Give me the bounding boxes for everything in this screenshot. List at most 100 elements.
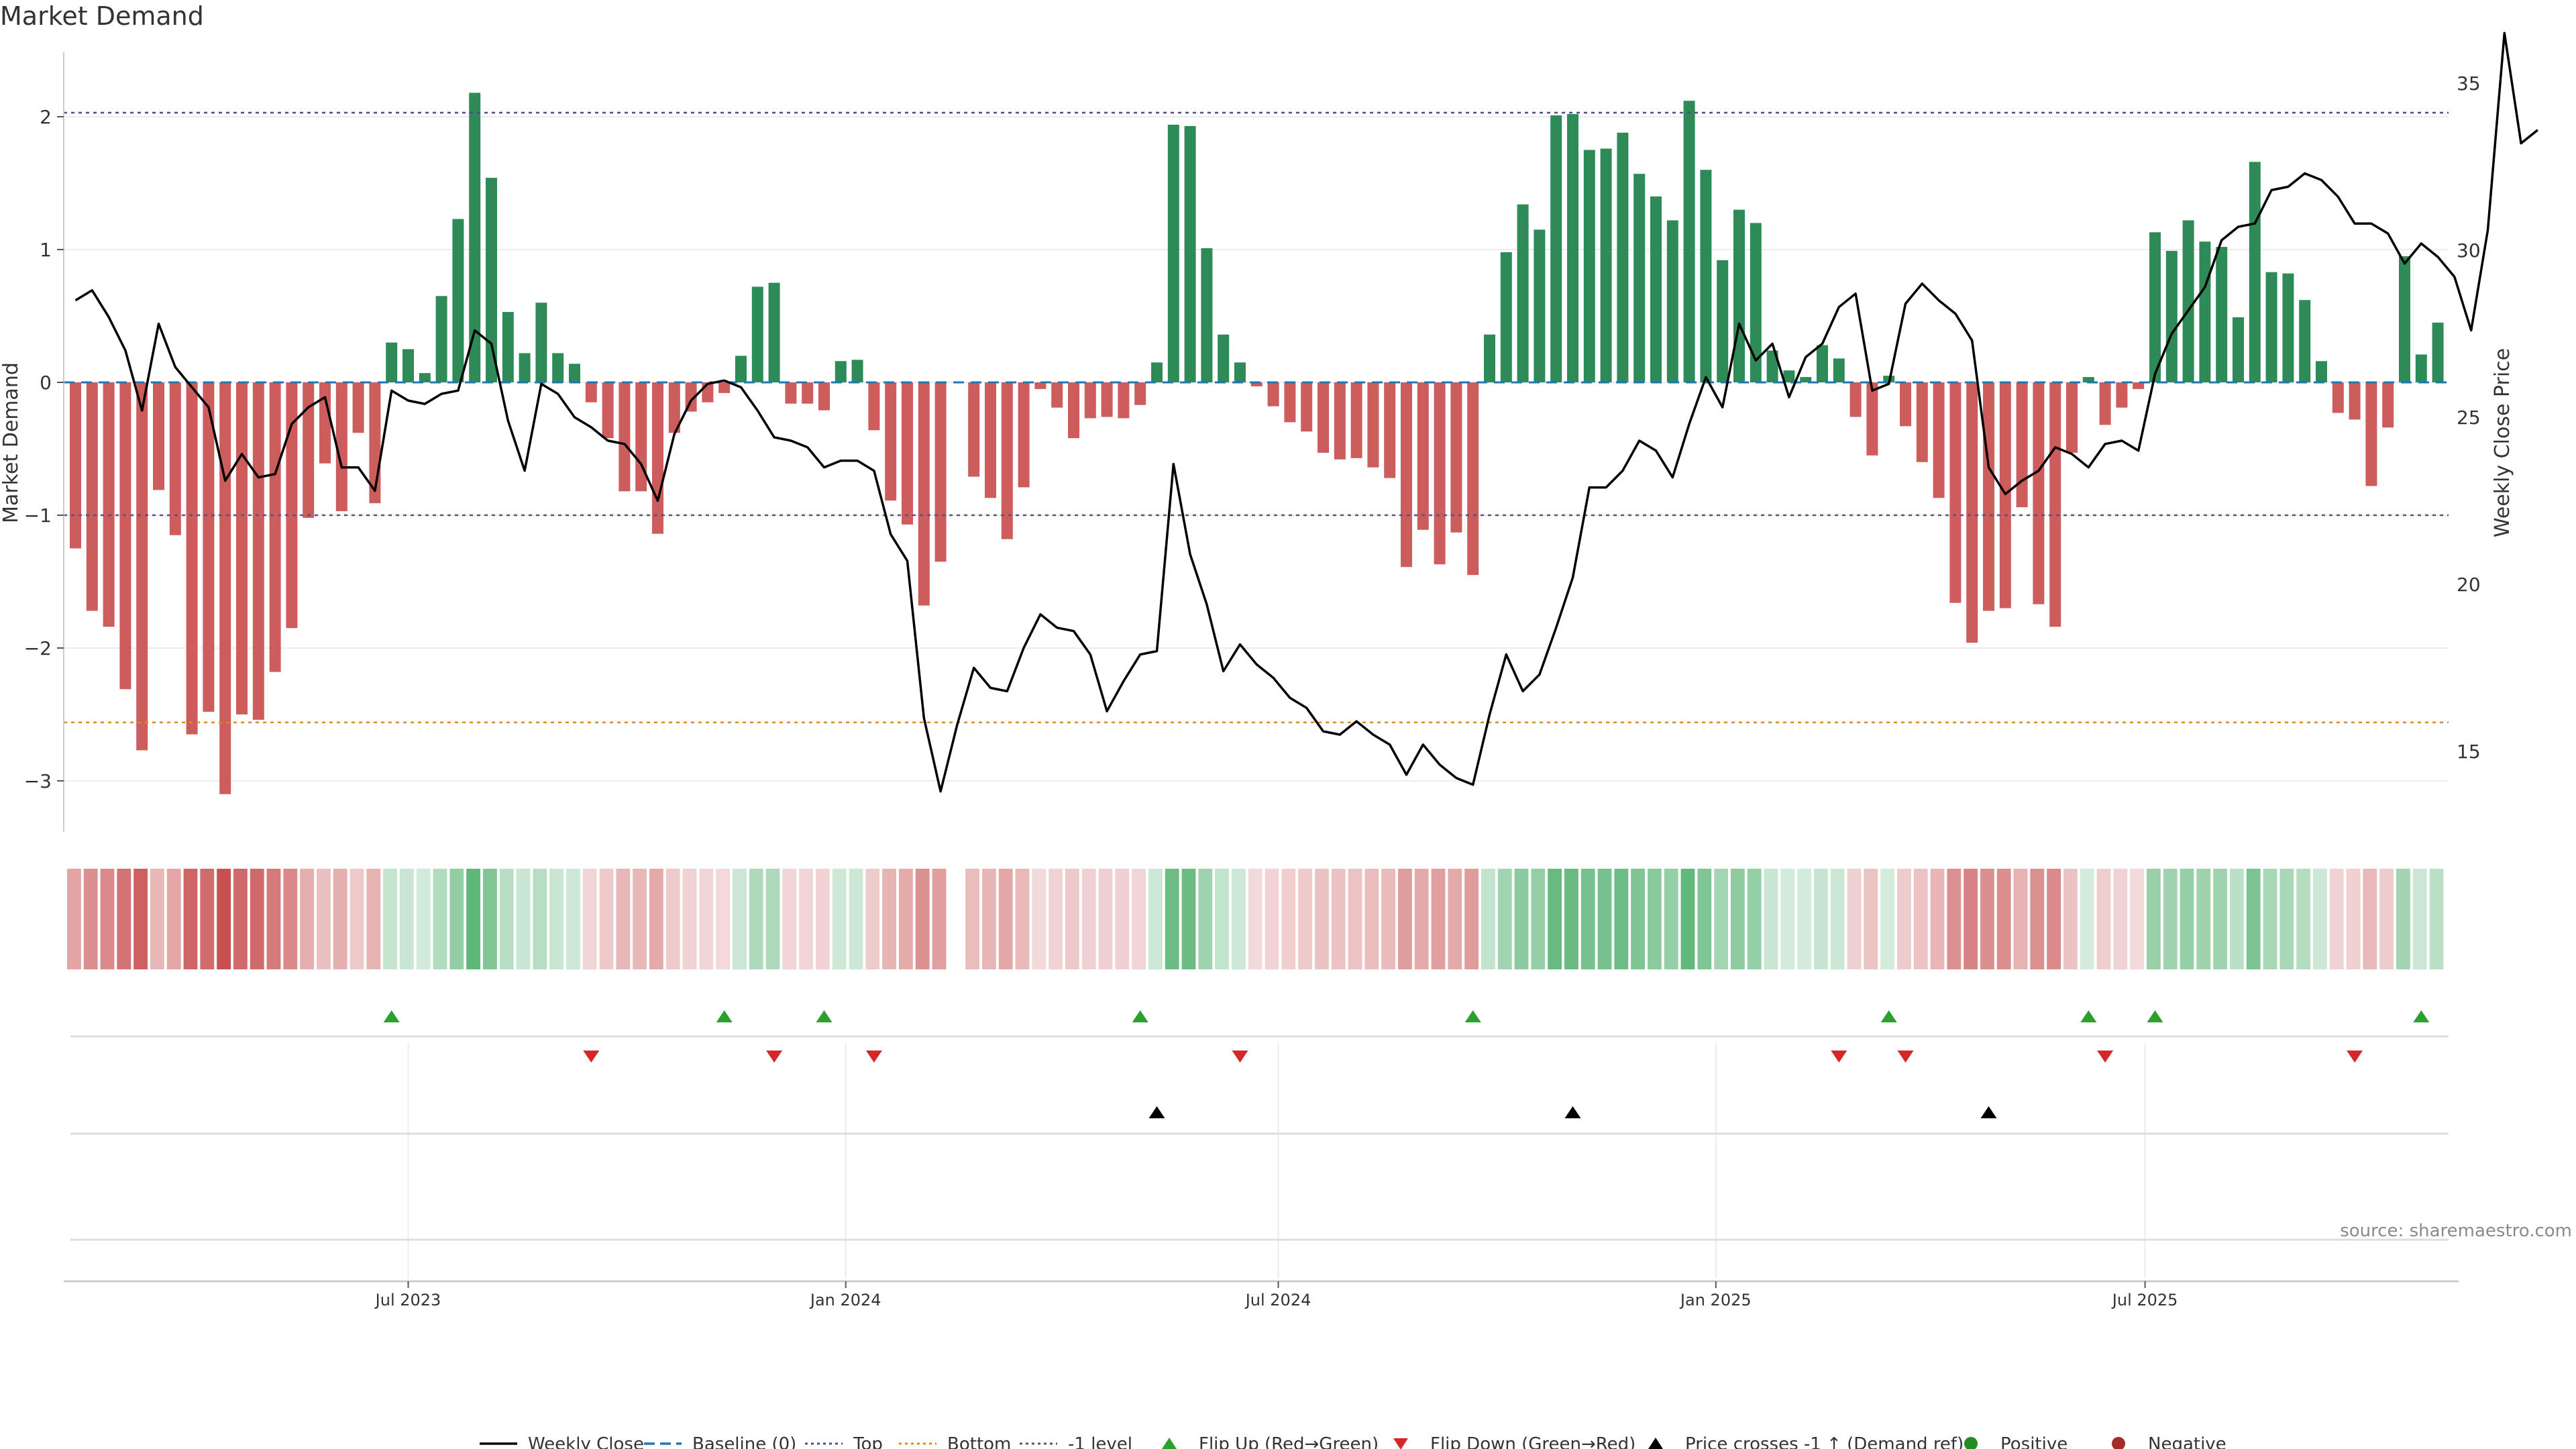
heat-strip-cell bbox=[549, 869, 564, 969]
heat-strip-cell bbox=[699, 869, 714, 969]
heat-strip-cell bbox=[2163, 869, 2178, 969]
demand-bar bbox=[1350, 382, 1362, 458]
flip-down-marker bbox=[1831, 1051, 1847, 1063]
heat-strip-cell bbox=[1448, 869, 1462, 969]
heat-strip-cell bbox=[899, 869, 913, 969]
demand-bar bbox=[2265, 272, 2277, 382]
heat-strip-cell bbox=[150, 869, 164, 969]
heat-strip-cell bbox=[1065, 869, 1079, 969]
demand-bar bbox=[303, 382, 315, 518]
demand-bar bbox=[602, 382, 614, 439]
heat-strip-cell bbox=[2147, 869, 2161, 969]
demand-bar bbox=[1434, 382, 1446, 565]
heat-strip-cell bbox=[333, 869, 347, 969]
heat-strip-cell bbox=[217, 869, 231, 969]
heat-strip-cell bbox=[1864, 869, 1878, 969]
demand-bar bbox=[1250, 382, 1263, 386]
heat-strip-cell bbox=[1664, 869, 1678, 969]
demand-bar bbox=[1068, 382, 1079, 439]
y-tick-label: 2 bbox=[40, 106, 52, 128]
flip-up-marker bbox=[383, 1010, 400, 1022]
y2-tick-label: 30 bbox=[2457, 239, 2481, 262]
heat-strip-cell bbox=[665, 869, 680, 969]
flip-up-marker bbox=[1880, 1010, 1897, 1022]
demand-bar bbox=[1467, 382, 1479, 576]
demand-bar bbox=[751, 286, 763, 382]
demand-bar bbox=[1750, 223, 1762, 382]
legend-item: Negative bbox=[2112, 1434, 2226, 1449]
legend-item: -1 level bbox=[1020, 1434, 1132, 1449]
demand-bar bbox=[1700, 170, 1712, 382]
heat-strip-cell bbox=[765, 869, 780, 969]
demand-bar bbox=[2332, 382, 2344, 413]
heat-strip-cell bbox=[1215, 869, 1229, 969]
heat-strip-cell bbox=[2196, 869, 2211, 969]
legend-label: Flip Up (Red→Green) bbox=[1199, 1434, 1379, 1449]
demand-bar bbox=[1717, 260, 1729, 382]
demand-bar bbox=[2049, 382, 2061, 627]
demand-bar bbox=[419, 373, 431, 382]
heat-strip-cell bbox=[733, 869, 747, 969]
heat-strip-cell bbox=[1747, 869, 1762, 969]
demand-bar bbox=[70, 382, 81, 549]
heat-strip-cell bbox=[2379, 869, 2394, 969]
heat-strip-cell bbox=[965, 869, 979, 969]
demand-bar bbox=[486, 178, 497, 382]
legend-item: Price crosses -1 ↑ (Demand ref) bbox=[1648, 1434, 1964, 1449]
demand-bar bbox=[269, 382, 281, 672]
demand-bar bbox=[2249, 162, 2261, 382]
heat-strip-cell bbox=[1964, 869, 1978, 969]
demand-bar bbox=[1318, 382, 1329, 453]
demand-bar bbox=[2349, 382, 2361, 420]
legend-item: Weekly Close bbox=[480, 1434, 644, 1449]
heat-strip-cell bbox=[1398, 869, 1412, 969]
heat-strip-cell bbox=[1531, 869, 1546, 969]
heat-strip-cell bbox=[1265, 869, 1279, 969]
demand-bar bbox=[2149, 232, 2161, 382]
heat-strip-cell bbox=[1913, 869, 1928, 969]
demand-bar bbox=[1949, 382, 1962, 603]
heat-strip-cell bbox=[1181, 869, 1196, 969]
demand-bar bbox=[668, 382, 680, 433]
y-tick-label: −1 bbox=[24, 504, 52, 527]
demand-bar bbox=[469, 93, 481, 383]
heat-strip-cell bbox=[2429, 869, 2444, 969]
legend: Weekly Close Baseline (0) Top Bottom -1 leve… bbox=[480, 1434, 2226, 1449]
heat-strip-cell bbox=[2180, 869, 2194, 969]
heat-strip-cell bbox=[1614, 869, 1629, 969]
heat-strip-cell bbox=[1098, 869, 1113, 969]
heat-strip-cell bbox=[782, 869, 797, 969]
demand-bar bbox=[2066, 382, 2078, 453]
heat-strip-cell bbox=[1198, 869, 1213, 969]
heat-strip-cell bbox=[1830, 869, 1845, 969]
heat-strip-cell bbox=[383, 869, 397, 969]
heat-strip-cell bbox=[582, 869, 597, 969]
chart-title: Market Demand bbox=[0, 1, 204, 31]
demand-bar bbox=[86, 382, 98, 611]
heat-strip-cell bbox=[1165, 869, 1179, 969]
demand-bar bbox=[619, 382, 631, 492]
flip-down-marker bbox=[2347, 1051, 2363, 1063]
demand-bar bbox=[169, 382, 181, 535]
demand-bar bbox=[402, 349, 414, 382]
heat-strip-cell bbox=[1464, 869, 1479, 969]
legend-label: -1 level bbox=[1068, 1434, 1132, 1449]
legend-item: Top bbox=[805, 1434, 883, 1449]
source-note: source: sharemaestro.com bbox=[2340, 1221, 2572, 1241]
demand-bar bbox=[552, 353, 564, 382]
heat-strip-cell bbox=[1814, 869, 1828, 969]
demand-bar bbox=[768, 282, 780, 382]
legend-item: Baseline (0) bbox=[644, 1434, 796, 1449]
demand-bar bbox=[1084, 382, 1096, 419]
heat-strip-cell bbox=[1315, 869, 1329, 969]
heat-strip-cell bbox=[300, 869, 314, 969]
heat-strip bbox=[67, 869, 2444, 969]
heat-strip-cell bbox=[2130, 869, 2144, 969]
demand-bar bbox=[1683, 101, 1695, 383]
demand-bar bbox=[802, 382, 814, 404]
y2-tick-label: 35 bbox=[2457, 72, 2481, 95]
heat-strip-cell bbox=[1132, 869, 1146, 969]
price-line-group bbox=[74, 32, 2538, 793]
